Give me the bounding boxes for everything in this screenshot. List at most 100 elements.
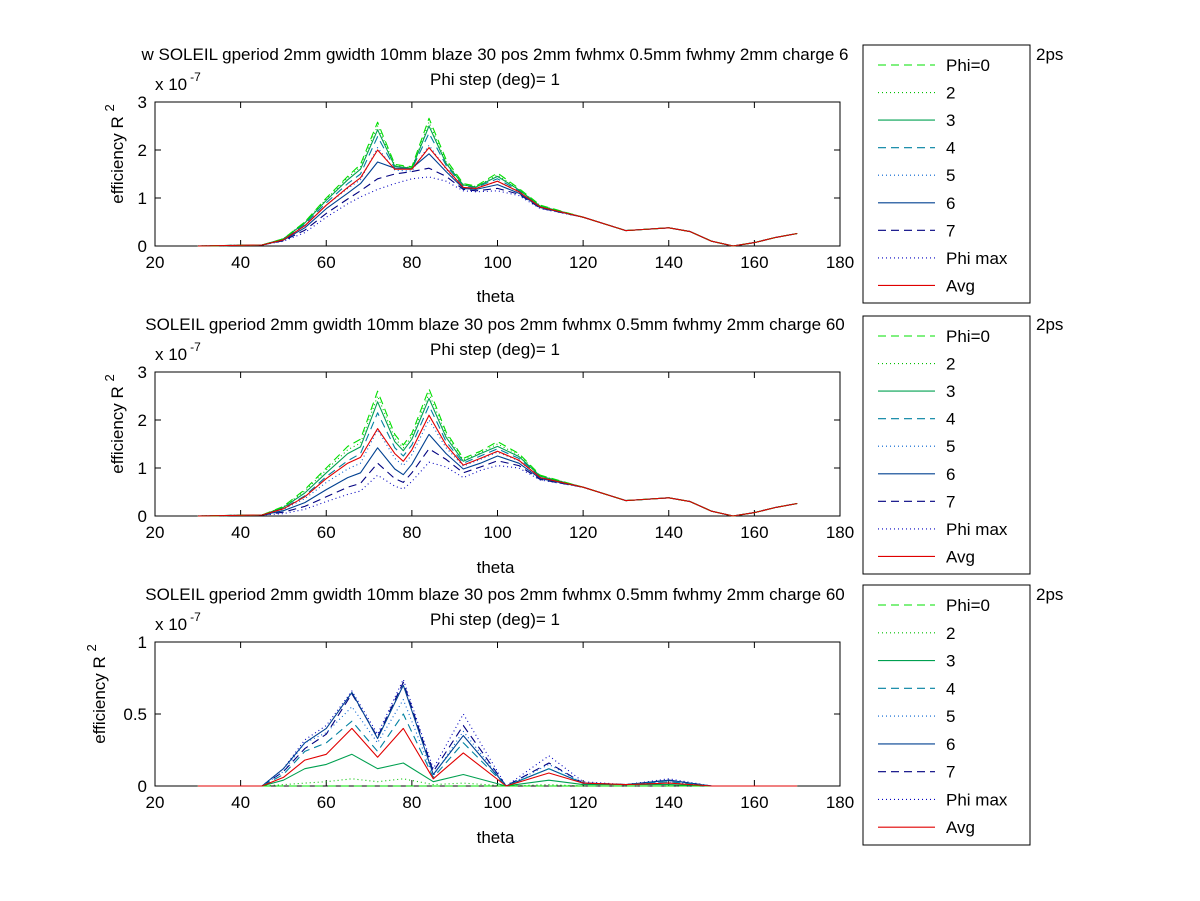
legend-label-8: Phi max xyxy=(946,520,1008,539)
legend-label-2: 2 xyxy=(946,624,955,643)
legend-label-1: Phi=0 xyxy=(946,327,990,346)
chart-title-line1: SOLEIL gperiod 2mm gwidth 10mm blaze 30 … xyxy=(145,315,844,334)
series-line-7 xyxy=(197,167,798,247)
x-tick-label: 100 xyxy=(483,793,511,812)
legend-label-3: 3 xyxy=(946,111,955,130)
x-tick-label: 80 xyxy=(402,523,421,542)
x-tick-label: 160 xyxy=(740,523,768,542)
series-line-9 xyxy=(197,727,798,787)
x-tick-label: 120 xyxy=(569,253,597,272)
x-tick-label: 40 xyxy=(231,253,250,272)
series-line-3 xyxy=(197,753,798,787)
legend-label-1: Phi=0 xyxy=(946,596,990,615)
y-multiplier: x 10 -7 xyxy=(155,340,201,364)
series-line-5 xyxy=(197,419,798,517)
y-tick-label: 3 xyxy=(138,93,147,112)
legend-label-4: 4 xyxy=(946,139,955,158)
chart-panel-3: SOLEIL gperiod 2mm gwidth 10mm blaze 30 … xyxy=(84,584,1063,847)
y-tick-label: 0.5 xyxy=(123,705,147,724)
x-tick-label: 60 xyxy=(317,253,336,272)
series-line-6 xyxy=(197,684,798,787)
x-tick-label: 80 xyxy=(402,793,421,812)
chart-panel-1: w SOLEIL gperiod 2mm gwidth 10mm blaze 3… xyxy=(102,44,1063,306)
x-tick-label: 140 xyxy=(655,523,683,542)
x-tick-label: 100 xyxy=(483,253,511,272)
series-line-1 xyxy=(197,117,798,247)
y-axis-label: efficiency R 2 xyxy=(102,104,127,204)
legend-label-2: 2 xyxy=(946,84,955,103)
x-tick-label: 20 xyxy=(146,523,165,542)
x-tick-label: 180 xyxy=(826,253,854,272)
x-tick-label: 180 xyxy=(826,523,854,542)
series-line-1 xyxy=(197,388,798,517)
chart-title-line2: Phi step (deg)= 1 xyxy=(430,340,560,359)
series-line-5 xyxy=(197,144,798,247)
chart-title-line2: Phi step (deg)= 1 xyxy=(430,610,560,629)
legend-box xyxy=(862,584,1031,846)
series-line-4 xyxy=(197,405,798,517)
x-tick-label: 60 xyxy=(317,793,336,812)
legend-label-6: 6 xyxy=(946,735,955,754)
legend-label-2: 2 xyxy=(946,355,955,374)
x-tick-label: 100 xyxy=(483,523,511,542)
x-tick-label: 140 xyxy=(655,793,683,812)
y-tick-label: 2 xyxy=(138,411,147,430)
legend-label-8: Phi max xyxy=(946,790,1008,809)
chart-title-line1: w SOLEIL gperiod 2mm gwidth 10mm blaze 3… xyxy=(140,45,848,64)
axes-box xyxy=(154,371,841,517)
series-line-3 xyxy=(197,397,798,517)
chart-title-tail: 2ps xyxy=(1036,585,1063,604)
legend-label-5: 5 xyxy=(946,166,955,185)
series-line-9 xyxy=(197,414,798,517)
x-tick-label: 180 xyxy=(826,793,854,812)
x-tick-label: 20 xyxy=(146,253,165,272)
legend-box xyxy=(862,44,1031,304)
legend-label-4: 4 xyxy=(946,410,955,429)
x-tick-label: 120 xyxy=(569,793,597,812)
y-tick-label: 1 xyxy=(138,189,147,208)
legend-label-3: 3 xyxy=(946,652,955,671)
chart-panel-2: SOLEIL gperiod 2mm gwidth 10mm blaze 30 … xyxy=(102,315,1063,577)
x-tick-label: 160 xyxy=(740,793,768,812)
legend-label-8: Phi max xyxy=(946,249,1008,268)
x-tick-label: 20 xyxy=(146,793,165,812)
series-line-4 xyxy=(197,132,798,247)
y-tick-label: 0 xyxy=(138,777,147,796)
y-axis-label: efficiency R 2 xyxy=(84,644,109,744)
y-tick-label: 1 xyxy=(138,633,147,652)
x-tick-label: 120 xyxy=(569,523,597,542)
legend-label-7: 7 xyxy=(946,492,955,511)
legend-label-4: 4 xyxy=(946,679,955,698)
chart-title-line1: SOLEIL gperiod 2mm gwidth 10mm blaze 30 … xyxy=(145,585,844,604)
legend-label-7: 7 xyxy=(946,763,955,782)
legend-label-1: Phi=0 xyxy=(946,56,990,75)
y-tick-label: 0 xyxy=(138,237,147,256)
series-line-2 xyxy=(197,393,798,517)
chart-title-line2: Phi step (deg)= 1 xyxy=(430,70,560,89)
legend-label-9: Avg xyxy=(946,276,975,295)
legend-label-9: Avg xyxy=(946,818,975,837)
y-tick-label: 3 xyxy=(138,363,147,382)
legend-label-6: 6 xyxy=(946,194,955,213)
legend-label-9: Avg xyxy=(946,547,975,566)
series-line-6 xyxy=(197,153,798,247)
legend-label-3: 3 xyxy=(946,382,955,401)
series-line-3 xyxy=(197,125,798,247)
x-tick-label: 60 xyxy=(317,523,336,542)
x-tick-label: 40 xyxy=(231,793,250,812)
x-tick-label: 40 xyxy=(231,523,250,542)
y-tick-label: 2 xyxy=(138,141,147,160)
y-axis-label: efficiency R 2 xyxy=(102,374,127,474)
x-axis-label: theta xyxy=(477,828,515,847)
series-line-4 xyxy=(197,713,798,787)
x-axis-label: theta xyxy=(477,558,515,577)
legend-label-6: 6 xyxy=(946,465,955,484)
y-multiplier: x 10 -7 xyxy=(155,610,201,634)
y-multiplier: x 10 -7 xyxy=(155,70,201,94)
x-tick-label: 140 xyxy=(655,253,683,272)
legend-label-5: 5 xyxy=(946,707,955,726)
series-line-9 xyxy=(197,147,798,247)
series-line-8 xyxy=(197,461,798,517)
y-tick-label: 0 xyxy=(138,507,147,526)
